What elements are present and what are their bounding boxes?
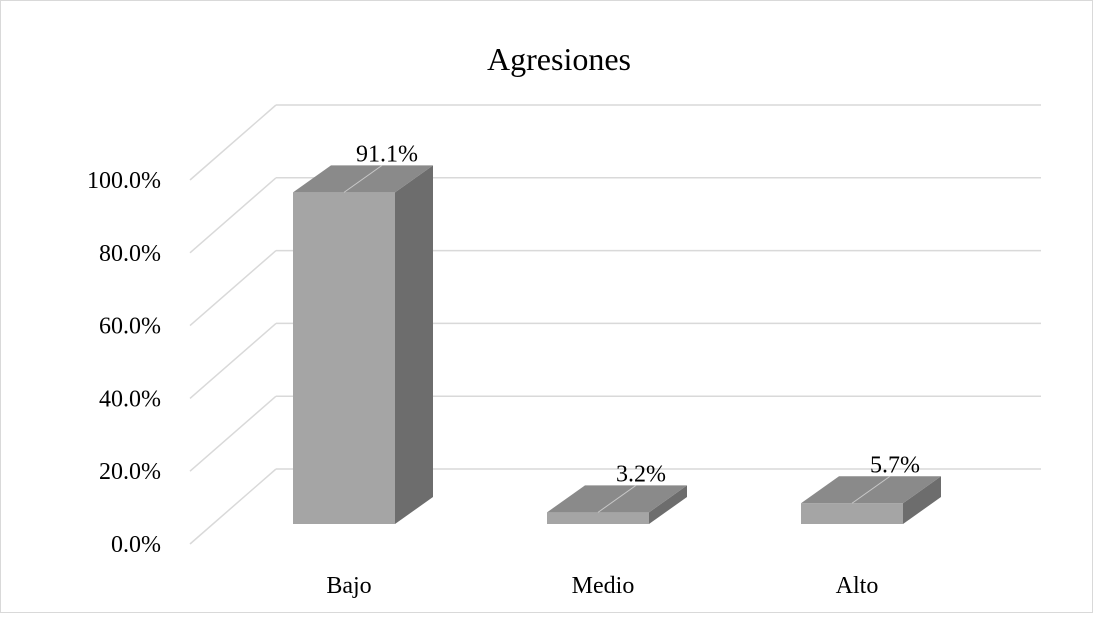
x-category-label: Bajo xyxy=(326,573,371,599)
y-tick-label: 20.0% xyxy=(99,459,161,485)
y-tick-label: 80.0% xyxy=(99,241,161,267)
data-label: 3.2% xyxy=(616,461,666,487)
bar-front-face xyxy=(547,512,649,524)
data-label: 5.7% xyxy=(870,452,920,478)
bar-medio xyxy=(547,484,687,524)
bar-bajo xyxy=(293,164,433,524)
gridline-side xyxy=(189,322,277,399)
y-tick-label: 40.0% xyxy=(99,386,161,412)
bar-alto xyxy=(801,475,941,524)
gridline-side xyxy=(189,250,277,327)
bar-front-face xyxy=(293,192,395,524)
bar-side-face xyxy=(395,165,433,524)
y-tick-label: 0.0% xyxy=(111,532,161,558)
x-category-label: Medio xyxy=(572,573,635,599)
data-label: 91.1% xyxy=(356,141,418,167)
y-axis-ticks: 0.0% 20.0% 40.0% 60.0% 80.0% 100.0% xyxy=(87,168,161,558)
data-label-leader xyxy=(343,164,383,193)
gridline-side xyxy=(189,104,277,181)
gridline-side xyxy=(189,395,277,472)
chart-title: Agresiones xyxy=(487,41,631,77)
bar-side-face xyxy=(649,485,687,524)
data-label-leader xyxy=(851,475,891,504)
bar-side-face xyxy=(903,476,941,524)
y-tick-label: 100.0% xyxy=(87,168,161,194)
data-labels: 91.1% 3.2% 5.7% xyxy=(356,141,920,487)
y-tick-label: 60.0% xyxy=(99,314,161,340)
gridline-side xyxy=(189,468,277,545)
bars xyxy=(293,164,941,524)
gridline-side xyxy=(189,177,277,254)
data-label-leader xyxy=(597,484,637,513)
x-axis-categories: Bajo Medio Alto xyxy=(326,573,878,599)
bar-front-face xyxy=(801,503,903,524)
x-category-label: Alto xyxy=(836,573,879,599)
